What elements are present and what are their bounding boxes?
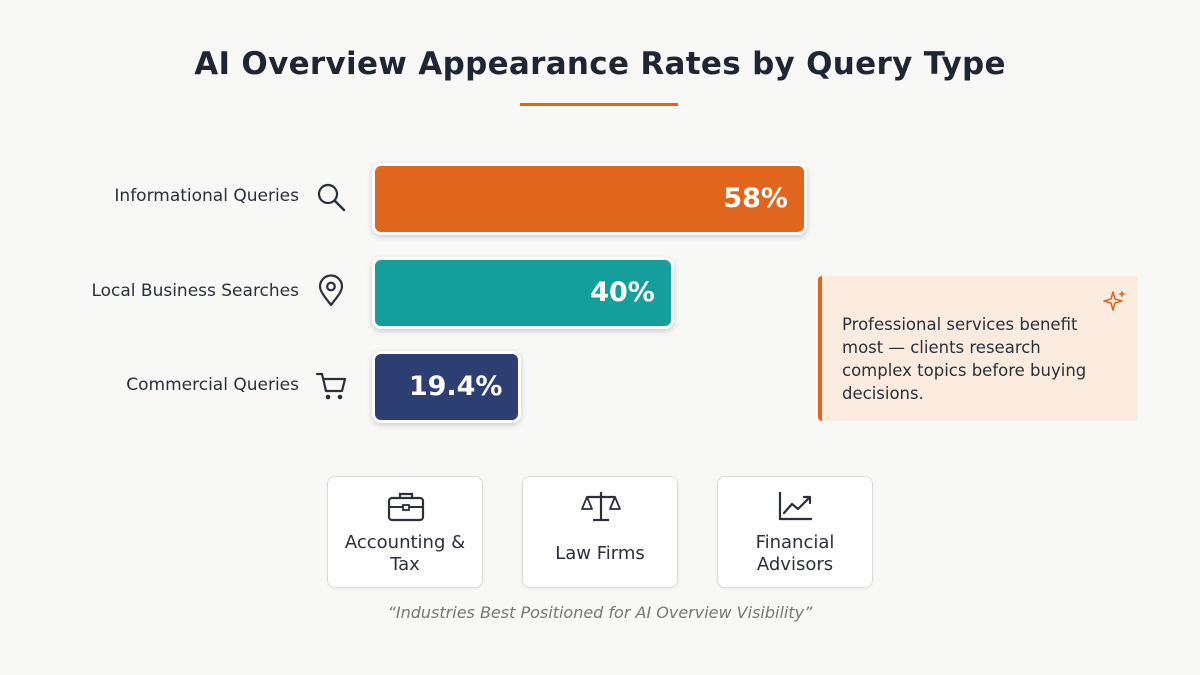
search-icon — [317, 183, 346, 212]
industry-card: Financial Advisors — [717, 476, 873, 588]
industry-label: Accounting & Tax — [344, 532, 466, 575]
category-label: Local Business Searches — [91, 281, 299, 301]
sparkle-icon — [1103, 290, 1126, 311]
briefcase-icon — [387, 492, 425, 522]
industry-card: Law Firms — [522, 476, 678, 588]
industry-label: Law Firms — [555, 543, 645, 564]
category-label: Commercial Queries — [126, 375, 299, 395]
value-label: 40% — [590, 277, 655, 308]
pin-icon — [318, 274, 344, 307]
callout: Professional services benefit most — cli… — [818, 276, 1138, 421]
callout-text: Professional services benefit most — cli… — [842, 315, 1087, 403]
title-underline — [520, 103, 678, 106]
scales-icon — [581, 492, 621, 522]
chart-title: AI Overview Appearance Rates by Query Ty… — [194, 46, 1006, 82]
industry-card: Accounting & Tax — [327, 476, 483, 588]
value-label: 58% — [723, 183, 788, 214]
category-label: Informational Queries — [114, 186, 299, 206]
value-label: 19.4% — [408, 371, 503, 402]
bar: 40% — [372, 257, 674, 329]
cart-icon — [315, 372, 347, 400]
bar: 19.4% — [372, 351, 522, 423]
industry-label: Financial Advisors — [755, 532, 835, 575]
bar: 58% — [372, 163, 807, 235]
chart-icon — [778, 492, 812, 521]
caption: “Industries Best Positioned for AI Overv… — [387, 603, 813, 622]
